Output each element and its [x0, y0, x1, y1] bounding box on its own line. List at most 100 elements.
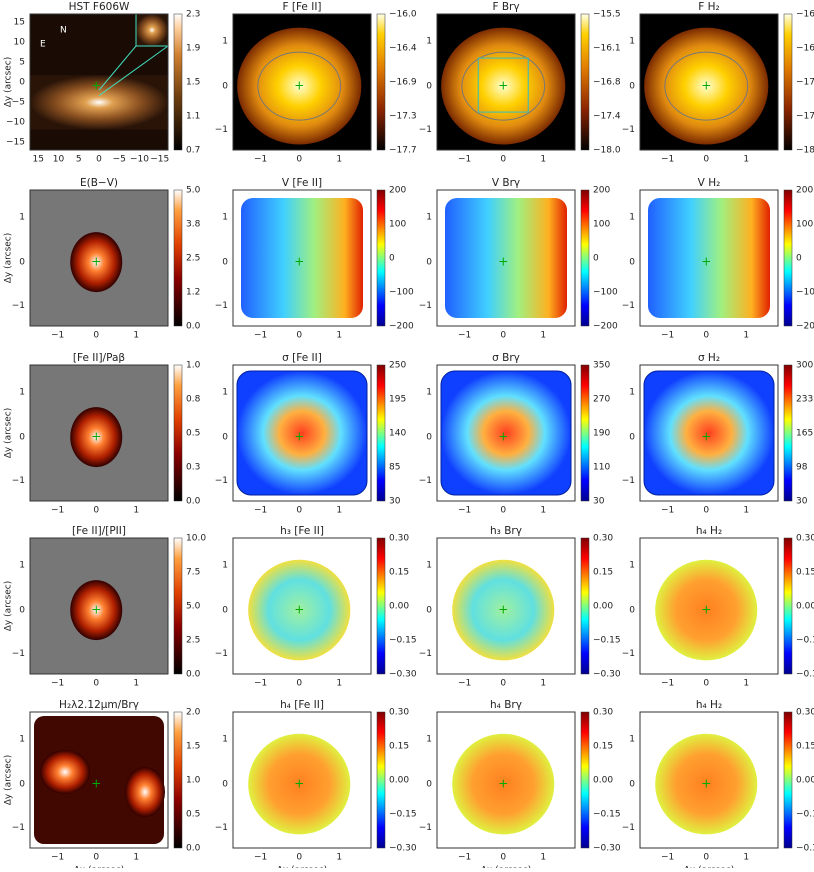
y-tick-label: −1 — [215, 125, 228, 135]
colorbar-label: 0.00 — [593, 602, 613, 612]
colorbar-label: 200 — [796, 186, 813, 196]
colorbar-label: −0.30 — [796, 844, 814, 854]
center-marker: + — [498, 255, 508, 269]
panel-title: H₂λ2.12μm/Brγ — [59, 699, 139, 711]
x-tick-label: −1 — [661, 331, 674, 341]
map-frame — [29, 189, 169, 327]
colorbar-label: −16.4 — [796, 10, 814, 20]
panel-title: h₃ [Fe II] — [280, 525, 324, 537]
center-marker: + — [701, 430, 711, 444]
center-marker: + — [498, 777, 508, 791]
y-tick-label: 0 — [19, 606, 25, 616]
colorbar-label: 0.0 — [186, 670, 201, 680]
colorbar-label: 0.30 — [389, 534, 409, 544]
colorbar-label: 1.2 — [186, 288, 200, 298]
colorbar-label: −200 — [593, 322, 618, 332]
y-tick-label: 1 — [19, 735, 25, 745]
ratio-blob — [40, 750, 90, 794]
colorbar-label: 1.9 — [186, 44, 201, 54]
x-tick-label: 0 — [500, 506, 506, 516]
colorbar — [376, 364, 386, 502]
y-tick-label: 10 — [14, 38, 26, 48]
y-tick-label: −1 — [622, 125, 635, 135]
x-tick-label: −1 — [661, 506, 674, 516]
colorbar-label: −100 — [593, 288, 618, 298]
x-tick-label: −1 — [254, 679, 267, 689]
colorbar-label: 200 — [389, 186, 406, 196]
panel-title: HST F606W — [69, 1, 130, 13]
colorbar-label: 0.15 — [796, 742, 814, 752]
colorbar-label: 5.0 — [186, 186, 201, 196]
y-tick-label: 1 — [629, 735, 635, 745]
x-tick-label: 0 — [500, 853, 506, 863]
y-tick-label: 0 — [426, 606, 432, 616]
y-tick-label: 0 — [426, 258, 432, 268]
y-tick-label: 1 — [19, 388, 25, 398]
panel-title: V [Fe II] — [282, 177, 322, 189]
y-tick-label: 0 — [19, 433, 25, 443]
x-tick-label: 1 — [743, 331, 749, 341]
compass-label: N — [60, 26, 67, 36]
y-tick-label: −1 — [622, 649, 635, 659]
x-tick-label: 0 — [296, 679, 302, 689]
colorbar-label: 2.5 — [186, 254, 200, 264]
y-tick-label: 5 — [19, 58, 25, 68]
y-tick-label: 1 — [19, 213, 25, 223]
y-tick-label: −1 — [419, 476, 432, 486]
colorbar-label: 100 — [796, 220, 813, 230]
center-marker: + — [498, 79, 508, 93]
compass-label: E — [40, 40, 46, 50]
colorbar-label: 30 — [796, 497, 808, 507]
colorbar-label: 0 — [593, 254, 599, 264]
x-tick-label: −1 — [458, 506, 471, 516]
x-tick-label: 15 — [33, 155, 44, 165]
y-tick-label: 0 — [426, 82, 432, 92]
inset — [135, 13, 169, 47]
ratio-map — [70, 580, 123, 641]
center-marker: + — [701, 255, 711, 269]
y-tick-label: 1 — [629, 37, 635, 47]
moment-map — [248, 559, 351, 661]
colorbar-label: 1.5 — [186, 742, 200, 752]
inset-line — [98, 45, 137, 91]
colorbar-label: 1.0 — [186, 776, 201, 786]
center-marker: + — [91, 79, 101, 93]
colorbar-label: 1.1 — [186, 112, 200, 122]
colorbar — [580, 537, 590, 675]
y-axis-label: Δy (arcsec) — [4, 581, 14, 632]
x-tick-label: 0 — [296, 155, 302, 165]
x-tick-label: 0 — [703, 155, 709, 165]
panel-title: h₃ Brγ — [490, 525, 522, 537]
colorbar — [783, 189, 793, 327]
panel-title: E(B−V) — [80, 177, 118, 189]
x-tick-label: 10 — [53, 155, 65, 165]
colorbar-label: 0.8 — [186, 395, 201, 405]
colorbar-label: 270 — [593, 395, 610, 405]
colorbar-label: 110 — [593, 463, 610, 473]
y-tick-label: −1 — [215, 301, 228, 311]
ratio-map — [70, 407, 123, 468]
map-frame — [639, 13, 779, 151]
velocity-map — [648, 198, 770, 318]
colorbar-label: 2.5 — [186, 636, 200, 646]
y-tick-label: −1 — [622, 301, 635, 311]
colorbar-label: 0.30 — [593, 708, 613, 718]
panel-title: h₄ Brγ — [490, 699, 522, 711]
map-frame — [232, 537, 372, 675]
colorbar-label: 0.15 — [593, 568, 613, 578]
colorbar-label: 85 — [389, 463, 400, 473]
velocity-map — [445, 198, 567, 318]
colorbar-label: 30 — [389, 497, 401, 507]
flux-map — [441, 27, 566, 145]
colorbar — [580, 364, 590, 502]
colorbar — [376, 189, 386, 327]
x-tick-label: −1 — [458, 853, 471, 863]
x-tick-label: 1 — [743, 853, 749, 863]
map-frame — [436, 711, 576, 849]
x-tick-label: 1 — [133, 506, 139, 516]
map-frame — [232, 189, 372, 327]
colorbar-label: 190 — [593, 429, 610, 439]
colorbar — [783, 537, 793, 675]
center-marker: + — [498, 430, 508, 444]
x-tick-label: −1 — [254, 155, 267, 165]
